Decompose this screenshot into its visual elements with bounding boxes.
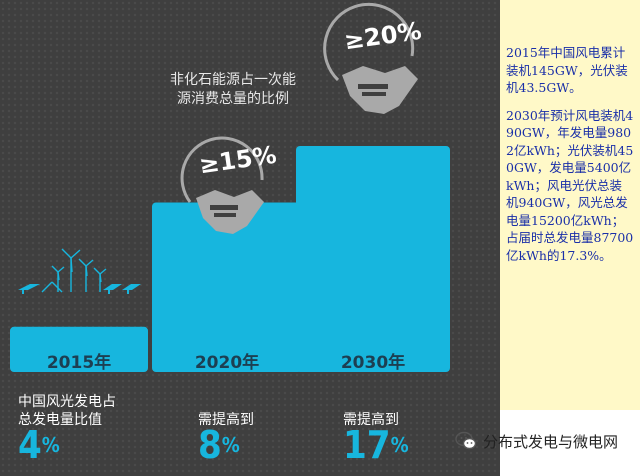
- category-label-2030: 2030年: [340, 353, 406, 373]
- badge-ring: [323, 2, 415, 82]
- wechat-icon: [455, 431, 477, 450]
- note-2030-number: 17: [343, 423, 391, 467]
- bar-2015: [10, 326, 148, 372]
- category-label-2015: 2015年: [46, 353, 112, 373]
- note-2015-value: 4%: [18, 426, 60, 464]
- chart: [10, 2, 450, 372]
- percent-sign: %: [390, 433, 409, 457]
- note-2020-label: 需提高到: [198, 412, 254, 428]
- percent-sign: %: [221, 433, 240, 457]
- watermark: 分布式发电与微电网: [455, 430, 618, 452]
- note-2020-number: 8: [198, 423, 222, 467]
- note-2015-label: 中国风光发电占 总发电量比值: [18, 394, 116, 428]
- footer-strip: [500, 410, 640, 476]
- side-note-2030: 2030年预计风电装机490GW，年发电量9802亿kWh；光伏装机450GW，…: [506, 107, 634, 263]
- note-2020-value: 8%: [198, 426, 240, 464]
- badge-ring: [180, 136, 264, 203]
- side-note-panel: 2015年中国风电累计装机145GW，光伏装机43.5GW。 2030年预计风电…: [500, 0, 640, 410]
- note-2030-label: 需提高到: [343, 412, 399, 428]
- badge-2030: [323, 2, 418, 114]
- handshake-icon: [342, 66, 418, 114]
- bar-2030: [296, 146, 450, 372]
- note-2030-value: 17%: [343, 426, 409, 464]
- watermark-text: 分布式发电与微电网: [483, 432, 619, 451]
- chart-annotation: 非化石能源占一次能源消费总量的比例: [170, 72, 296, 107]
- solar-panel-icon: [18, 284, 141, 294]
- note-2015-number: 4: [18, 423, 42, 467]
- wind-turbine-icon: [41, 248, 107, 293]
- bar-2020: [152, 202, 302, 372]
- badge-2020: [180, 136, 264, 234]
- side-note-2015: 2015年中国风电累计装机145GW，光伏装机43.5GW。: [506, 45, 628, 95]
- handshake-icon: [196, 190, 264, 234]
- percent-sign: %: [41, 433, 60, 457]
- category-label-2020: 2020年: [194, 353, 260, 373]
